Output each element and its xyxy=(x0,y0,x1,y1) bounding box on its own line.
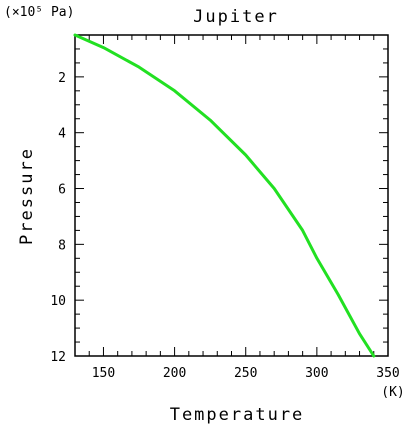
x-tick-label: 200 xyxy=(163,366,186,381)
chart-title: Jupiter xyxy=(193,7,279,27)
x-axis-label: Temperature xyxy=(170,405,305,425)
x-tick-label: 250 xyxy=(234,366,257,381)
y-axis-label: Pressure xyxy=(17,147,37,245)
x-tick-label: 150 xyxy=(92,366,115,381)
y-tick-label: 8 xyxy=(58,238,66,253)
y-tick-label: 10 xyxy=(50,294,66,309)
x-tick-label: 350 xyxy=(376,366,399,381)
axis-ticks: 150 200 250 300 350 2 4 6 8 10 12 xyxy=(50,35,400,381)
y-tick-label: 2 xyxy=(58,71,66,86)
plot-frame xyxy=(74,34,389,357)
y-tick-label: 6 xyxy=(58,183,66,198)
y-tick-label: 4 xyxy=(58,127,66,142)
x-tick-label: 300 xyxy=(305,366,328,381)
y-unit-label: (×10⁵ Pa) xyxy=(4,5,74,20)
x-unit-label: (K) xyxy=(381,385,404,400)
pressure-curve xyxy=(73,33,376,358)
y-tick-label: 12 xyxy=(50,350,66,365)
